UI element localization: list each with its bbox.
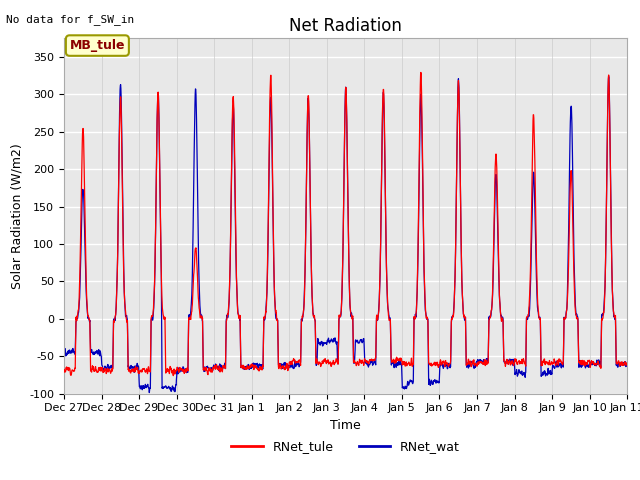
- Text: No data for f_SW_in: No data for f_SW_in: [6, 14, 134, 25]
- Text: MB_tule: MB_tule: [70, 39, 125, 52]
- Y-axis label: Solar Radiation (W/m2): Solar Radiation (W/m2): [11, 143, 24, 289]
- Title: Net Radiation: Net Radiation: [289, 17, 402, 36]
- X-axis label: Time: Time: [330, 419, 361, 432]
- Legend: RNet_tule, RNet_wat: RNet_tule, RNet_wat: [227, 435, 465, 458]
